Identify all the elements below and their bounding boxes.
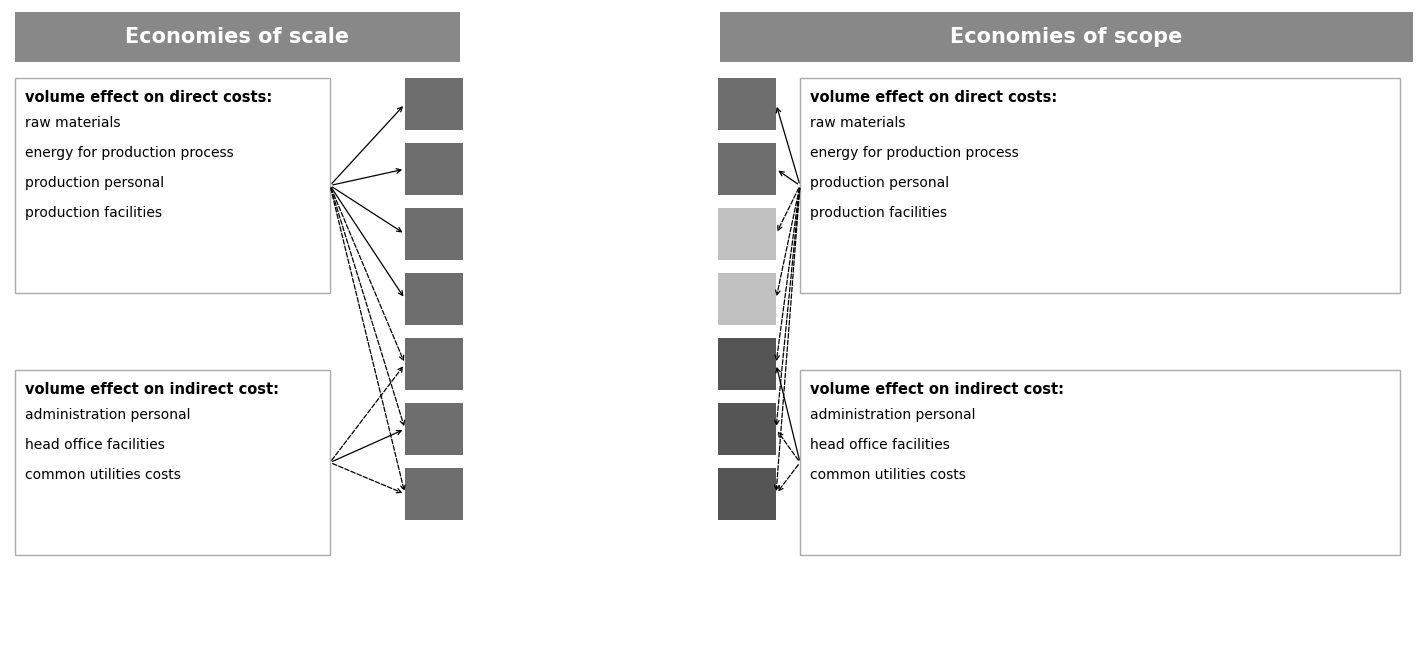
Text: volume effect on direct costs:: volume effect on direct costs: <box>26 90 273 105</box>
Bar <box>718 78 775 130</box>
Bar <box>406 273 463 325</box>
Text: production personal: production personal <box>26 176 164 190</box>
Bar <box>406 338 463 390</box>
Bar <box>718 338 775 390</box>
Bar <box>800 78 1399 293</box>
Text: common utilities costs: common utilities costs <box>26 468 181 482</box>
Text: administration personal: administration personal <box>810 408 975 422</box>
Bar <box>718 273 775 325</box>
Bar <box>718 403 775 455</box>
Bar <box>718 143 775 195</box>
Text: production facilities: production facilities <box>810 206 947 220</box>
Bar <box>720 12 1412 62</box>
Bar <box>718 208 775 260</box>
Text: raw materials: raw materials <box>26 116 120 130</box>
Text: energy for production process: energy for production process <box>26 146 234 160</box>
Bar <box>406 468 463 520</box>
Text: common utilities costs: common utilities costs <box>810 468 965 482</box>
Text: production personal: production personal <box>810 176 950 190</box>
Text: production facilities: production facilities <box>26 206 161 220</box>
Text: Economies of scope: Economies of scope <box>950 27 1182 47</box>
Bar <box>16 78 330 293</box>
Text: raw materials: raw materials <box>810 116 905 130</box>
Text: energy for production process: energy for production process <box>810 146 1018 160</box>
Bar <box>800 370 1399 555</box>
Text: administration personal: administration personal <box>26 408 190 422</box>
Bar <box>406 208 463 260</box>
Bar <box>16 12 460 62</box>
Bar <box>406 143 463 195</box>
Text: head office facilities: head office facilities <box>26 438 164 452</box>
Text: volume effect on indirect cost:: volume effect on indirect cost: <box>810 382 1064 397</box>
Text: volume effect on indirect cost:: volume effect on indirect cost: <box>26 382 278 397</box>
Bar <box>406 403 463 455</box>
Text: Economies of scale: Economies of scale <box>126 27 350 47</box>
Bar <box>16 370 330 555</box>
Text: volume effect on direct costs:: volume effect on direct costs: <box>810 90 1057 105</box>
Bar <box>718 468 775 520</box>
Text: head office facilities: head office facilities <box>810 438 950 452</box>
Bar <box>406 78 463 130</box>
